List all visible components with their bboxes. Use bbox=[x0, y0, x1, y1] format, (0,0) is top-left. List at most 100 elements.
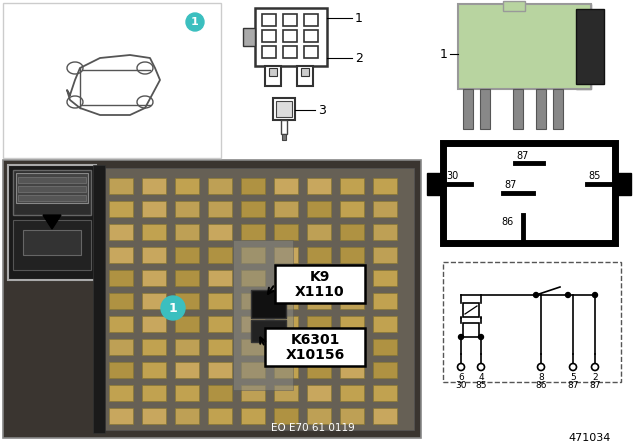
Text: 30: 30 bbox=[455, 382, 467, 391]
Bar bbox=[536, 89, 546, 129]
Text: 2: 2 bbox=[592, 372, 598, 382]
Bar bbox=[142, 178, 166, 194]
Bar bbox=[208, 224, 232, 240]
Text: 2: 2 bbox=[355, 52, 363, 65]
Bar bbox=[373, 178, 397, 194]
Bar bbox=[109, 339, 133, 355]
Bar bbox=[241, 316, 265, 332]
Bar bbox=[340, 339, 364, 355]
Bar bbox=[109, 201, 133, 217]
Bar bbox=[175, 385, 199, 401]
Bar bbox=[304, 46, 318, 58]
Text: 6: 6 bbox=[458, 372, 464, 382]
Bar bbox=[208, 362, 232, 378]
Bar bbox=[463, 89, 473, 129]
Bar bbox=[109, 362, 133, 378]
Bar bbox=[307, 201, 331, 217]
Bar bbox=[373, 316, 397, 332]
Bar bbox=[307, 178, 331, 194]
Bar bbox=[109, 224, 133, 240]
Bar bbox=[93, 165, 105, 433]
Bar bbox=[175, 362, 199, 378]
Bar bbox=[373, 408, 397, 424]
Bar bbox=[373, 247, 397, 263]
Bar bbox=[282, 134, 286, 140]
Bar bbox=[463, 323, 479, 337]
Bar bbox=[307, 270, 331, 286]
Bar bbox=[175, 247, 199, 263]
Bar bbox=[175, 224, 199, 240]
Bar bbox=[307, 362, 331, 378]
Bar bbox=[274, 408, 298, 424]
Bar bbox=[142, 224, 166, 240]
Bar bbox=[241, 385, 265, 401]
Bar bbox=[340, 316, 364, 332]
Bar bbox=[307, 247, 331, 263]
Text: 4: 4 bbox=[478, 372, 484, 382]
Bar bbox=[142, 339, 166, 355]
Bar bbox=[175, 178, 199, 194]
Bar bbox=[241, 224, 265, 240]
Bar bbox=[480, 89, 490, 129]
Bar bbox=[208, 247, 232, 263]
Bar bbox=[175, 339, 199, 355]
Text: 5: 5 bbox=[570, 372, 576, 382]
Text: 3: 3 bbox=[318, 103, 326, 116]
Bar bbox=[208, 178, 232, 194]
Bar bbox=[553, 89, 563, 129]
Text: K6301: K6301 bbox=[291, 333, 340, 347]
Bar bbox=[274, 362, 298, 378]
Bar bbox=[241, 201, 265, 217]
Bar bbox=[241, 293, 265, 309]
Circle shape bbox=[570, 363, 577, 370]
Text: X10156: X10156 bbox=[285, 348, 344, 362]
Bar bbox=[274, 293, 298, 309]
Bar bbox=[340, 362, 364, 378]
Bar bbox=[18, 195, 86, 201]
Bar bbox=[443, 143, 615, 243]
Bar bbox=[109, 316, 133, 332]
Bar bbox=[208, 316, 232, 332]
Bar bbox=[208, 270, 232, 286]
Text: K9: K9 bbox=[310, 270, 330, 284]
Bar bbox=[307, 339, 331, 355]
Text: 8: 8 bbox=[538, 372, 544, 382]
Bar bbox=[208, 293, 232, 309]
Bar bbox=[576, 4, 591, 89]
Text: 471034: 471034 bbox=[569, 433, 611, 443]
Circle shape bbox=[534, 293, 538, 297]
Text: 87: 87 bbox=[505, 180, 517, 190]
Bar bbox=[175, 201, 199, 217]
Bar bbox=[208, 339, 232, 355]
Text: 1: 1 bbox=[355, 12, 363, 25]
Bar bbox=[175, 408, 199, 424]
Bar bbox=[142, 201, 166, 217]
Bar bbox=[175, 270, 199, 286]
Bar bbox=[142, 362, 166, 378]
Bar bbox=[142, 408, 166, 424]
Bar bbox=[274, 224, 298, 240]
Bar bbox=[458, 4, 591, 89]
Bar bbox=[265, 66, 281, 86]
Circle shape bbox=[161, 296, 185, 320]
Bar bbox=[142, 247, 166, 263]
Bar bbox=[281, 120, 287, 134]
Bar bbox=[142, 293, 166, 309]
Circle shape bbox=[566, 293, 570, 297]
Bar bbox=[16, 173, 88, 203]
Bar bbox=[307, 293, 331, 309]
Bar bbox=[340, 408, 364, 424]
Bar bbox=[340, 270, 364, 286]
Bar bbox=[373, 224, 397, 240]
Bar bbox=[373, 362, 397, 378]
Bar bbox=[274, 201, 298, 217]
Text: 85: 85 bbox=[476, 382, 487, 391]
Bar bbox=[262, 14, 276, 26]
Polygon shape bbox=[43, 215, 61, 229]
Text: EO E70 61 0119: EO E70 61 0119 bbox=[271, 423, 355, 433]
Bar bbox=[443, 262, 621, 382]
Circle shape bbox=[593, 293, 598, 297]
Bar bbox=[283, 30, 297, 42]
Circle shape bbox=[477, 363, 484, 370]
Text: 1: 1 bbox=[168, 302, 177, 314]
